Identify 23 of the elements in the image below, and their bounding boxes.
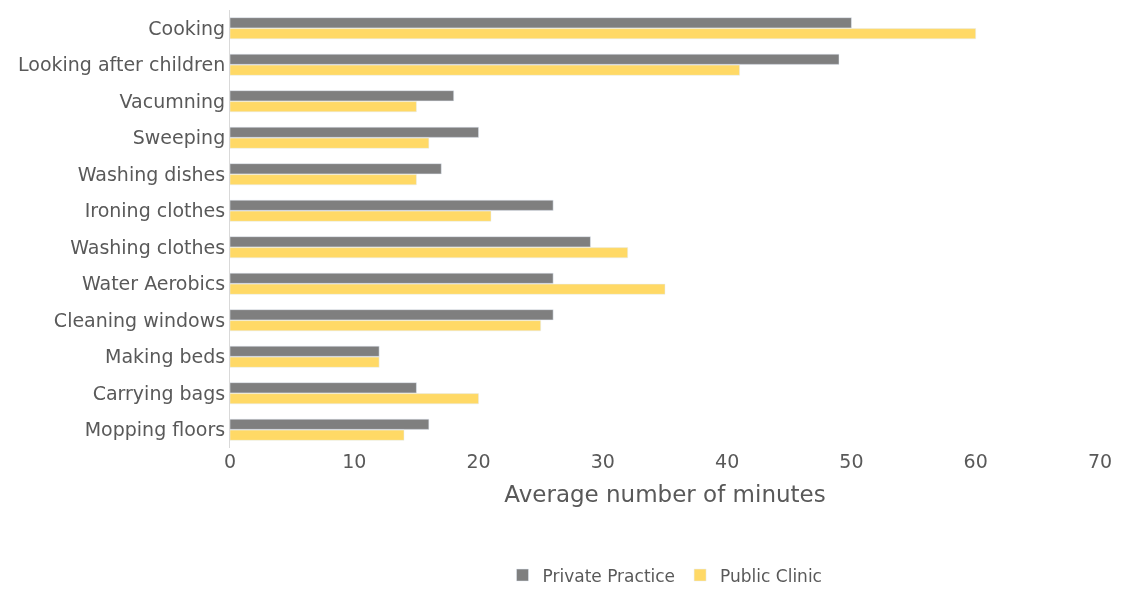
y-tick-label: Making beds — [105, 345, 226, 368]
x-tick-label: 20 — [466, 450, 491, 472]
y-tick-label: Water Aerobics — [81, 272, 226, 295]
y-tick-label: Mopping floors — [84, 418, 226, 441]
y-tick-label: Ironing clothes — [84, 199, 226, 222]
x-tick-label: 50 — [839, 450, 864, 472]
y-tick-label: Carrying bags — [92, 381, 226, 404]
x-tick-label: 0 — [223, 450, 237, 472]
legend-label: Private Practice — [542, 565, 676, 586]
x-tick-label: 40 — [715, 450, 740, 472]
x-tick-label: 70 — [1087, 450, 1113, 472]
y-tick-label: Washing clothes — [70, 235, 226, 258]
y-tick-label: Cooking — [148, 16, 226, 39]
x-tick-label: 30 — [590, 450, 615, 472]
legend-label: Public Clinic — [720, 565, 822, 586]
y-tick-label: Looking after children — [18, 53, 226, 76]
y-tick-label: Sweeping — [132, 126, 226, 149]
x-tick-label: 10 — [342, 450, 367, 472]
x-axis-title: Average number of minutes — [504, 480, 826, 507]
y-tick-label: Cleaning windows — [53, 308, 226, 331]
y-tick-label: Washing dishes — [77, 162, 226, 185]
y-tick-label: Vacumning — [119, 89, 226, 112]
x-tick-label: 60 — [963, 450, 988, 472]
